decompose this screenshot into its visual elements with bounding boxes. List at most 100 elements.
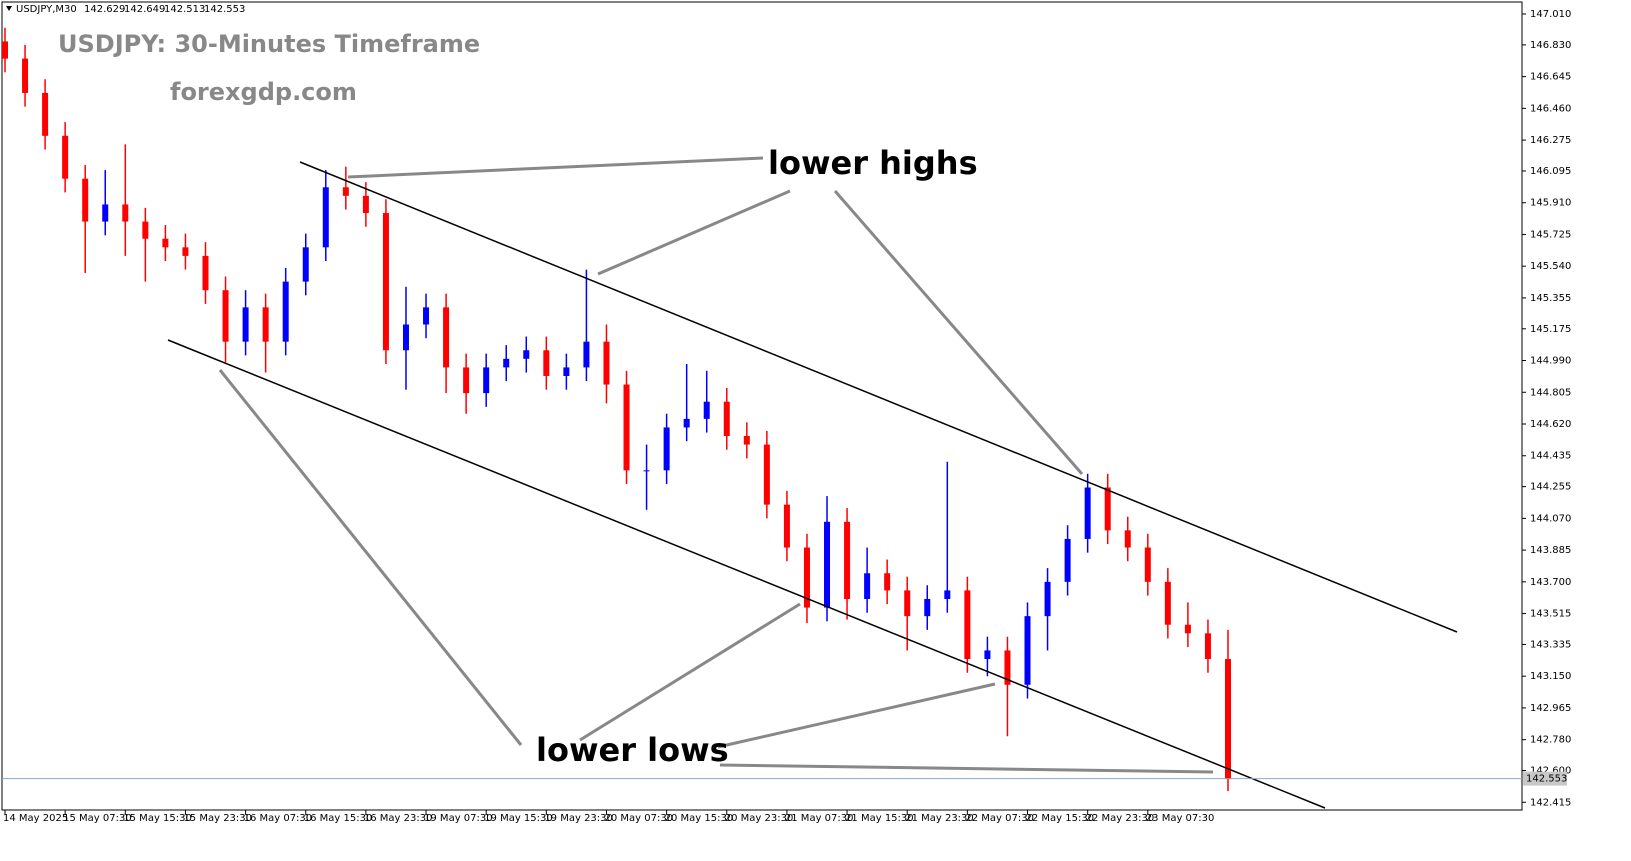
y-tick-label: 144.990 [1530, 356, 1571, 367]
y-tick-label: 146.275 [1530, 135, 1571, 146]
chart-subtitle: forexgdp.com [170, 78, 357, 106]
y-tick-label: 143.700 [1530, 577, 1571, 588]
y-tick-label: 143.335 [1530, 639, 1571, 650]
candle-body [342, 187, 349, 196]
y-tick-label: 142.415 [1530, 797, 1571, 808]
candle-body [503, 358, 510, 368]
candle-body [302, 247, 309, 282]
candle-body [924, 598, 931, 617]
y-tick-label: 145.355 [1530, 293, 1571, 304]
y-tick-label: 145.725 [1530, 229, 1571, 240]
candle-body [884, 573, 891, 591]
header-icon [6, 6, 12, 11]
candle-body [382, 213, 389, 351]
x-tick-label: 15 May 07:30 [63, 813, 132, 824]
symbol: USDJPY,M30 [16, 4, 77, 15]
candle-body [483, 367, 490, 394]
trend-lines [167, 156, 1458, 809]
candle-body [563, 367, 570, 376]
candle-body [1104, 487, 1111, 531]
y-tick-label: 144.805 [1530, 387, 1571, 398]
x-tick-label: 16 May 15:30 [304, 813, 373, 824]
candle-body [262, 307, 269, 342]
x-tick-label: 19 May 23:30 [544, 813, 613, 824]
x-tick-label: 16 May 23:30 [364, 813, 433, 824]
candle-body [423, 307, 430, 325]
lower-channel-line [167, 339, 1326, 809]
candle-body [402, 324, 409, 351]
candle-body [62, 135, 69, 179]
candle-body [984, 650, 991, 660]
y-tick-label: 146.645 [1530, 72, 1571, 83]
x-tick-label: 19 May 15:30 [484, 813, 553, 824]
candle-body [824, 521, 831, 608]
y-tick-label: 146.460 [1530, 103, 1571, 114]
candle-body [663, 427, 670, 471]
y-tick-label: 147.010 [1530, 9, 1571, 20]
candle-body [322, 187, 329, 248]
x-tick-label: 20 May 15:30 [665, 813, 734, 824]
pointer [597, 189, 791, 276]
y-tick-label: 142.965 [1530, 703, 1571, 714]
y-tick-label: 145.910 [1530, 198, 1571, 209]
candle-body [603, 341, 610, 385]
candle-body [1004, 650, 1011, 685]
candle-body [783, 504, 790, 548]
pointer [579, 602, 801, 742]
candle-body [1064, 538, 1071, 582]
candle-body [523, 350, 530, 359]
candle-body [803, 547, 810, 608]
candle-body [1164, 581, 1171, 625]
x-tick-label: 22 May 07:30 [965, 813, 1034, 824]
plot-frame [1, 1, 1523, 811]
candle-body [543, 350, 550, 376]
header-value: 142.629 [84, 4, 125, 15]
x-tick-label: 21 May 23:30 [905, 813, 974, 824]
candle-body [583, 341, 590, 368]
candle-body [82, 178, 89, 222]
candle-body [102, 204, 109, 222]
y-tick-label: 142.600 [1530, 766, 1571, 777]
y-tick-label: 143.885 [1530, 545, 1571, 556]
x-tick-label: 15 May 15:30 [123, 813, 192, 824]
annotation: lower highs [768, 144, 978, 182]
candle-body [743, 436, 750, 445]
y-tick-label: 144.070 [1530, 513, 1571, 524]
x-tick-label: 20 May 23:30 [725, 813, 794, 824]
candle-body [142, 221, 149, 239]
candle-body [1204, 633, 1211, 660]
header-value: 142.513 [164, 4, 205, 15]
y-tick-label: 146.830 [1530, 40, 1571, 51]
annotation: lower lows [536, 731, 729, 769]
pointer [719, 763, 1214, 774]
x-tick-label: 16 May 07:30 [244, 813, 313, 824]
candle-body [202, 255, 209, 291]
candle-body [1044, 581, 1051, 617]
candle-body [242, 307, 249, 342]
last-price-box [1523, 771, 1567, 786]
x-tick-label: 14 May 2025 [3, 813, 68, 824]
candle-body [463, 367, 470, 394]
pointer [218, 369, 523, 746]
x-tick-label: 15 May 23:30 [183, 813, 252, 824]
last-price-label: 142.553 [1526, 774, 1567, 785]
y-tick-label: 145.175 [1530, 324, 1571, 335]
candle-body [222, 290, 229, 342]
candle-body [42, 92, 49, 136]
candle-body [623, 384, 630, 471]
y-tick-label: 144.435 [1530, 451, 1571, 462]
candle-body [964, 590, 971, 660]
candle-body [944, 590, 951, 599]
candle-body [282, 281, 289, 342]
header-value: 142.553 [204, 4, 245, 15]
candle-body [362, 195, 369, 214]
candle-body [1124, 530, 1131, 548]
candle-body [1225, 659, 1231, 780]
candle-body [683, 418, 690, 428]
candle-body [864, 573, 871, 599]
candle-body [2, 41, 8, 59]
y-tick-label: 143.515 [1530, 609, 1571, 620]
candles [2, 27, 1231, 792]
